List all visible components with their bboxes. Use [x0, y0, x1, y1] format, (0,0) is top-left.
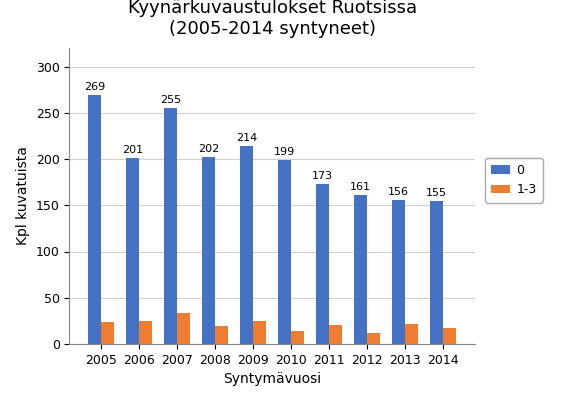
- Bar: [101, 322, 115, 344]
- X-axis label: Syntymävuosi: Syntymävuosi: [223, 372, 321, 386]
- Bar: [329, 324, 342, 344]
- Text: 155: 155: [426, 188, 447, 198]
- Text: 255: 255: [160, 95, 181, 105]
- Text: 269: 269: [84, 82, 105, 92]
- Bar: [392, 200, 405, 344]
- Bar: [253, 321, 266, 344]
- Text: 156: 156: [388, 187, 409, 197]
- Y-axis label: Kpl kuvatuista: Kpl kuvatuista: [16, 146, 30, 246]
- Text: 199: 199: [274, 147, 295, 157]
- Text: 161: 161: [350, 182, 371, 192]
- Bar: [443, 328, 456, 344]
- Bar: [139, 321, 152, 344]
- Bar: [405, 324, 419, 344]
- Bar: [202, 157, 215, 344]
- Bar: [164, 108, 177, 344]
- Text: 214: 214: [236, 133, 257, 143]
- Text: 202: 202: [198, 144, 219, 154]
- Bar: [367, 333, 380, 344]
- Bar: [126, 158, 139, 344]
- Bar: [316, 184, 329, 344]
- Text: 173: 173: [312, 171, 333, 181]
- Bar: [215, 326, 229, 344]
- Bar: [88, 95, 101, 344]
- Bar: [430, 201, 443, 344]
- Bar: [278, 160, 291, 344]
- Text: 201: 201: [122, 145, 143, 155]
- Bar: [291, 331, 305, 344]
- Legend: 0, 1-3: 0, 1-3: [485, 158, 543, 202]
- Bar: [354, 195, 367, 344]
- Bar: [177, 314, 190, 344]
- Bar: [240, 146, 253, 344]
- Title: Kyynärkuvaustulokset Ruotsissa
(2005-2014 syntyneet): Kyynärkuvaustulokset Ruotsissa (2005-201…: [127, 0, 417, 38]
